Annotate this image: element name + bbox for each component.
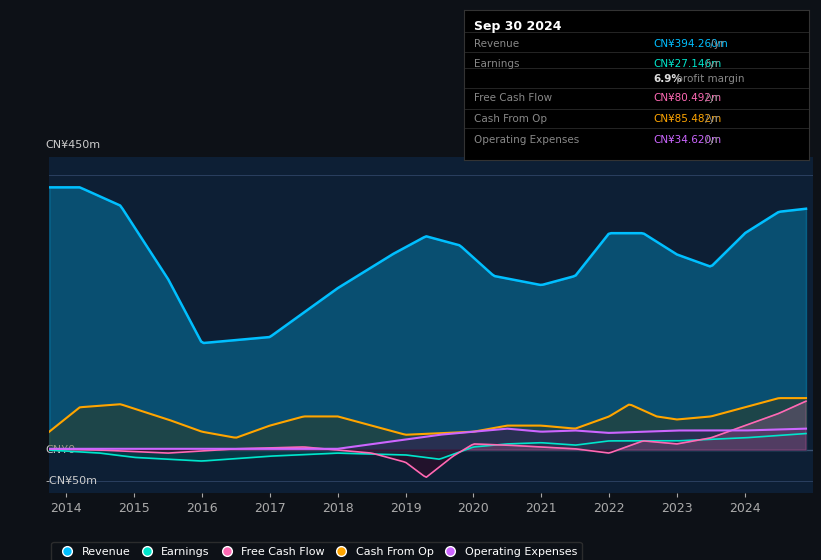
Text: Sep 30 2024: Sep 30 2024 (475, 20, 562, 33)
Text: /yr: /yr (702, 114, 719, 124)
Text: Earnings: Earnings (475, 59, 520, 68)
Text: /yr: /yr (707, 39, 724, 49)
Legend: Revenue, Earnings, Free Cash Flow, Cash From Op, Operating Expenses: Revenue, Earnings, Free Cash Flow, Cash … (52, 542, 581, 560)
Text: Revenue: Revenue (475, 39, 520, 49)
Text: /yr: /yr (702, 135, 719, 145)
Text: CN¥27.146m: CN¥27.146m (654, 59, 722, 68)
Text: Cash From Op: Cash From Op (475, 114, 548, 124)
Text: 6.9%: 6.9% (654, 73, 682, 83)
Text: Free Cash Flow: Free Cash Flow (475, 93, 553, 103)
Text: /yr: /yr (702, 93, 719, 103)
Text: CN¥0: CN¥0 (45, 445, 76, 455)
Text: CN¥34.620m: CN¥34.620m (654, 135, 722, 145)
Text: profit margin: profit margin (673, 73, 745, 83)
Text: -CN¥50m: -CN¥50m (45, 475, 98, 486)
Text: CN¥450m: CN¥450m (45, 140, 100, 150)
Text: /yr: /yr (702, 59, 719, 68)
Text: CN¥80.492m: CN¥80.492m (654, 93, 722, 103)
Text: CN¥394.260m: CN¥394.260m (654, 39, 728, 49)
Text: Operating Expenses: Operating Expenses (475, 135, 580, 145)
Text: CN¥85.482m: CN¥85.482m (654, 114, 722, 124)
